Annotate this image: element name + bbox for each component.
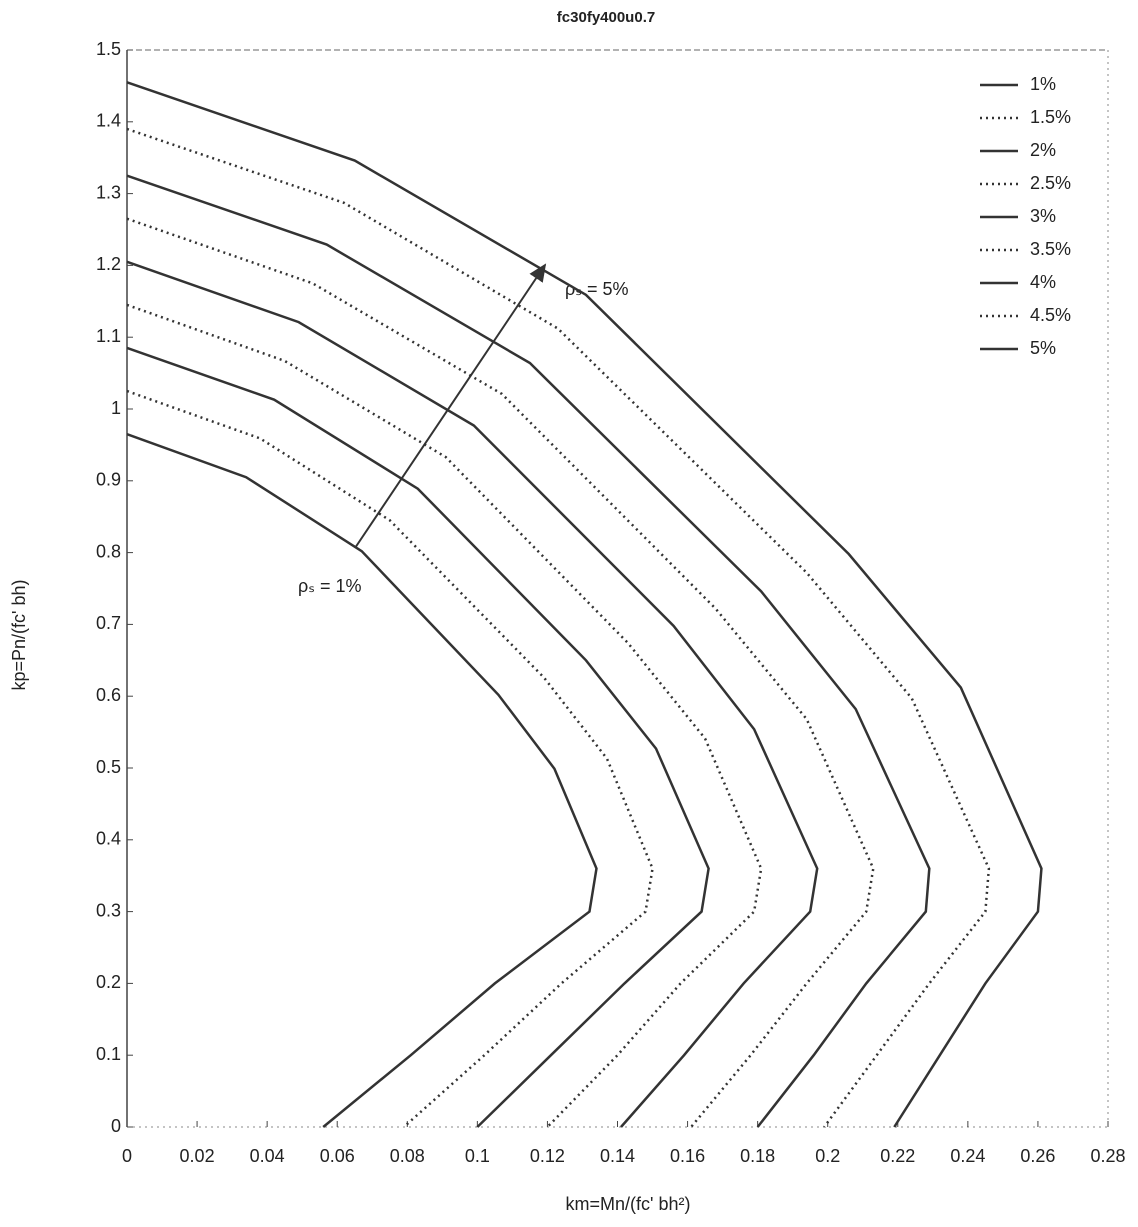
legend-label: 2.5% xyxy=(1030,173,1071,193)
x-tick-label: 0.22 xyxy=(880,1146,915,1166)
legend-label: 4% xyxy=(1030,272,1056,292)
y-tick-label: 0.3 xyxy=(96,900,121,920)
x-tick-label: 0.14 xyxy=(600,1146,635,1166)
series-line xyxy=(126,217,875,1128)
y-tick-label: 0.7 xyxy=(96,613,121,633)
y-tick-label: 0.4 xyxy=(96,829,121,849)
y-tick-label: 1 xyxy=(111,398,121,418)
x-tick-label: 0.12 xyxy=(530,1146,565,1166)
y-tick-label: 1.2 xyxy=(96,254,121,274)
y-tick-label: 1.4 xyxy=(96,111,121,131)
x-tick-label: 0.16 xyxy=(670,1146,705,1166)
x-tick-label: 0.04 xyxy=(250,1146,285,1166)
series-line xyxy=(126,174,931,1128)
legend-label: 4.5% xyxy=(1030,305,1071,325)
x-tick-label: 0.18 xyxy=(740,1146,775,1166)
x-tick-label: 0.24 xyxy=(950,1146,985,1166)
series-line xyxy=(126,303,763,1128)
legend-label: 2% xyxy=(1030,140,1056,160)
y-tick-label: 0.9 xyxy=(96,470,121,490)
series-line xyxy=(126,346,710,1128)
y-tick-label: 0.5 xyxy=(96,757,121,777)
arrow xyxy=(354,263,547,549)
series-line xyxy=(126,81,1043,1128)
y-tick-label: 0.8 xyxy=(96,541,121,561)
y-tick-label: 0 xyxy=(111,1116,121,1136)
y-tick-label: 1.5 xyxy=(96,39,121,59)
legend-label: 5% xyxy=(1030,338,1056,358)
legend-label: 3% xyxy=(1030,206,1056,226)
series-line xyxy=(126,389,654,1128)
x-tick-label: 0.02 xyxy=(180,1146,215,1166)
x-tick-label: 0.08 xyxy=(390,1146,425,1166)
y-tick-label: 1.1 xyxy=(96,326,121,346)
series-line xyxy=(126,432,598,1128)
x-tick-label: 0.2 xyxy=(815,1146,840,1166)
x-tick-label: 0.28 xyxy=(1090,1146,1125,1166)
x-tick-label: 0 xyxy=(122,1146,132,1166)
series-line xyxy=(126,260,819,1128)
x-tick-label: 0.1 xyxy=(465,1146,490,1166)
y-tick-label: 0.6 xyxy=(96,685,121,705)
legend-label: 3.5% xyxy=(1030,239,1071,259)
x-tick-label: 0.26 xyxy=(1020,1146,1055,1166)
y-axis-label: kp=Pn/(fc' bh) xyxy=(9,580,29,691)
y-tick-label: 1.3 xyxy=(96,182,121,202)
annotation: ρₛ = 5% xyxy=(565,279,628,299)
legend-label: 1.5% xyxy=(1030,107,1071,127)
x-axis-label: km=Mn/(fc' bh²) xyxy=(566,1194,691,1214)
legend-label: 1% xyxy=(1030,74,1056,94)
x-tick-label: 0.06 xyxy=(320,1146,355,1166)
y-tick-label: 0.1 xyxy=(96,1044,121,1064)
annotation: ρₛ = 1% xyxy=(298,576,361,596)
chart-title: fc30fy400u0.7 xyxy=(557,9,655,26)
y-tick-label: 0.2 xyxy=(96,972,121,992)
